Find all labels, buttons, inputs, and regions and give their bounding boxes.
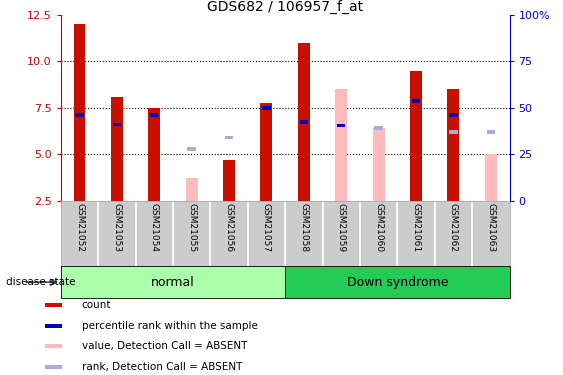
- Text: GSM21059: GSM21059: [337, 203, 346, 252]
- Bar: [187, 147, 196, 150]
- Text: disease state: disease state: [6, 277, 75, 287]
- Bar: [45, 324, 62, 328]
- Bar: [61, 266, 285, 298]
- Bar: [74, 24, 86, 201]
- Bar: [449, 130, 458, 134]
- Text: GSM21062: GSM21062: [449, 203, 458, 252]
- Text: value, Detection Call = ABSENT: value, Detection Call = ABSENT: [82, 341, 247, 351]
- Text: GSM21061: GSM21061: [412, 203, 421, 252]
- Text: GSM21058: GSM21058: [300, 203, 309, 252]
- Text: rank, Detection Call = ABSENT: rank, Detection Call = ABSENT: [82, 362, 242, 372]
- Text: count: count: [82, 300, 111, 310]
- Bar: [261, 103, 272, 201]
- Bar: [373, 128, 385, 201]
- Bar: [448, 89, 459, 201]
- Bar: [410, 70, 422, 201]
- Bar: [45, 365, 62, 369]
- Bar: [298, 43, 310, 201]
- Bar: [148, 108, 160, 201]
- Bar: [150, 113, 158, 117]
- Bar: [262, 106, 271, 109]
- Title: GDS682 / 106957_f_at: GDS682 / 106957_f_at: [207, 0, 363, 14]
- Bar: [75, 113, 84, 117]
- Text: GSM21060: GSM21060: [374, 203, 383, 252]
- Text: GSM21063: GSM21063: [486, 203, 495, 252]
- Text: Down syndrome: Down syndrome: [347, 276, 448, 289]
- Text: normal: normal: [151, 276, 195, 289]
- Bar: [485, 154, 497, 201]
- Text: GSM21057: GSM21057: [262, 203, 271, 252]
- Bar: [113, 123, 121, 126]
- Bar: [45, 303, 62, 307]
- Bar: [486, 130, 495, 134]
- Text: percentile rank within the sample: percentile rank within the sample: [82, 321, 257, 331]
- Bar: [335, 89, 347, 201]
- Text: GSM21052: GSM21052: [75, 203, 84, 252]
- Text: GSM21055: GSM21055: [187, 203, 196, 252]
- Bar: [225, 136, 233, 140]
- Bar: [300, 120, 308, 124]
- Bar: [285, 266, 510, 298]
- Bar: [337, 124, 346, 127]
- Bar: [45, 344, 62, 348]
- Text: GSM21056: GSM21056: [225, 203, 234, 252]
- Bar: [374, 126, 383, 130]
- Bar: [412, 99, 420, 103]
- Bar: [186, 178, 198, 201]
- Bar: [111, 97, 123, 201]
- Text: GSM21054: GSM21054: [150, 203, 159, 252]
- Bar: [223, 160, 235, 201]
- Bar: [449, 113, 458, 117]
- Text: GSM21053: GSM21053: [113, 203, 122, 252]
